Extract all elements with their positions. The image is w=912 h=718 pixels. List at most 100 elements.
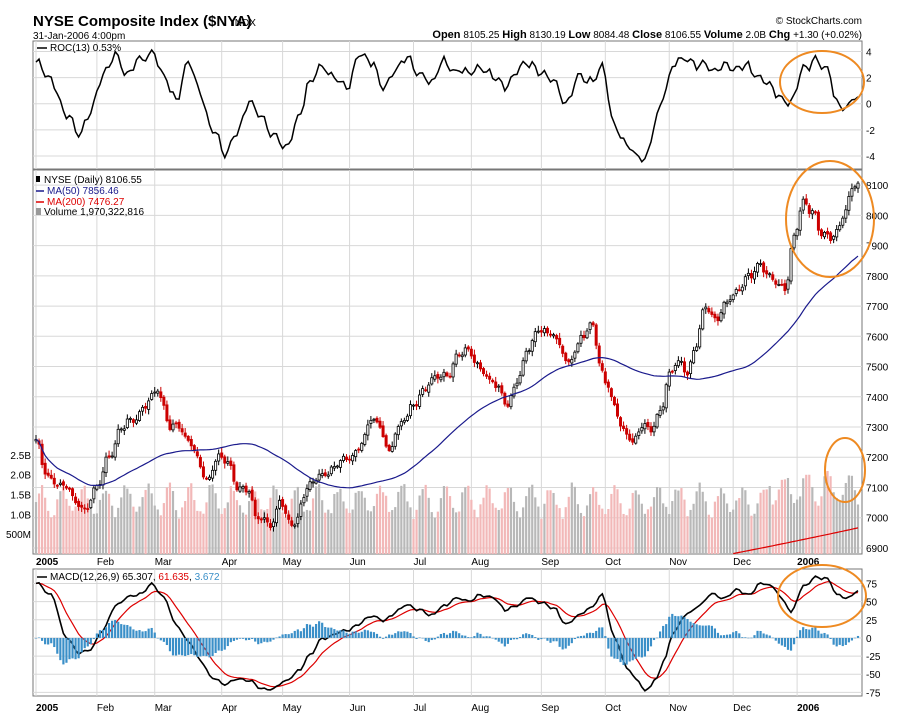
macd-hist-bar <box>187 637 190 656</box>
volume-bar <box>342 501 345 554</box>
price-recent-circle <box>785 160 875 278</box>
macd-hist-bar <box>281 634 284 638</box>
volume-bar <box>637 494 640 554</box>
candle-body <box>442 371 446 378</box>
candle-body <box>679 360 683 363</box>
macd-hist-bar <box>196 637 199 657</box>
macd-hist-bar <box>107 623 111 638</box>
candle-body <box>789 248 793 282</box>
candle-body <box>841 217 845 226</box>
candle-body <box>360 442 364 451</box>
macd-tick-label: 0 <box>866 634 872 645</box>
macd-hist-bar <box>729 634 732 638</box>
volume-bar <box>698 482 701 554</box>
candle-body <box>521 360 525 376</box>
macd-hist-bar <box>598 627 601 638</box>
volume-bar <box>150 493 153 554</box>
macd-hist-bar <box>445 634 449 638</box>
volume-bar <box>796 499 799 554</box>
volume-bar <box>847 475 850 554</box>
macd-hist-bar <box>287 634 290 638</box>
volume-bar <box>71 510 74 554</box>
volume-bar <box>750 515 753 554</box>
volume-bar <box>98 499 102 554</box>
macd-hist-bar <box>735 631 738 638</box>
candle-body <box>290 520 294 526</box>
candle-body <box>77 500 81 507</box>
macd-hist-bar <box>796 636 799 638</box>
candle-body <box>600 363 604 371</box>
macd-hist-bar <box>305 624 309 638</box>
candle-body <box>786 279 790 290</box>
volume-bar <box>674 489 677 554</box>
candle-body <box>457 354 461 357</box>
macd-hist-bar <box>193 637 196 656</box>
candle-body <box>622 425 626 429</box>
macd-hist-bar <box>701 625 704 638</box>
macd-hist-bar <box>564 637 567 649</box>
candle-body <box>573 351 577 359</box>
candle-body <box>354 450 358 458</box>
macd-hist-bar <box>278 636 281 638</box>
macd-hist-bar <box>856 635 860 638</box>
volume-bar <box>464 487 467 554</box>
candle-body <box>323 472 327 476</box>
candle-body <box>384 435 388 447</box>
volume-bar <box>467 485 470 554</box>
macd-hist-bar <box>208 637 211 658</box>
month-label: Nov <box>669 703 687 714</box>
macd-hist-bar <box>680 615 683 638</box>
macd-hist-bar <box>101 629 105 638</box>
price-tick-label: 7100 <box>866 483 889 494</box>
month-label: Apr <box>222 703 238 714</box>
month-label: Jul <box>414 557 427 568</box>
candle-body <box>512 386 516 397</box>
volume-bar <box>92 513 95 554</box>
month-label: Nov <box>669 557 687 568</box>
macd-hist-bar <box>522 634 525 638</box>
volume-bar <box>339 488 342 554</box>
macd-hist-bar <box>448 633 452 638</box>
volume-bar <box>318 484 321 554</box>
candle-body <box>628 433 632 441</box>
candle-body <box>134 419 138 424</box>
month-label: Jun <box>350 557 366 568</box>
candle-body <box>847 196 851 211</box>
candle-body <box>725 301 729 305</box>
candle-body <box>795 228 799 237</box>
macd-hist-bar <box>229 637 232 643</box>
volume-bar <box>378 485 382 554</box>
macd-hist-bar <box>585 633 589 638</box>
macd-hist-bar <box>668 616 671 638</box>
volume-bar <box>190 483 193 554</box>
roc-line <box>35 48 859 164</box>
candle-body <box>302 497 306 504</box>
macd-hist-bar <box>686 619 689 638</box>
macd-hist-bar <box>314 623 318 638</box>
volume-bar <box>552 492 555 554</box>
candle-body <box>734 289 738 294</box>
candle-body <box>533 331 537 343</box>
volume-bar <box>783 479 787 554</box>
candle-body <box>552 334 556 337</box>
macd-hist-bar <box>829 637 832 640</box>
volume-bar <box>634 490 637 554</box>
candle-body <box>412 404 416 407</box>
candle-body <box>235 482 239 491</box>
volume-bar <box>479 504 482 554</box>
candle-body <box>265 517 269 523</box>
macd-tick-label: 25 <box>866 616 878 627</box>
month-label: Oct <box>605 557 621 568</box>
macd-hist-bar <box>616 637 619 659</box>
candle-body <box>357 448 361 451</box>
candle-body <box>695 346 699 351</box>
macd-hist-bar <box>762 633 765 638</box>
macd-hist-bar <box>552 637 555 642</box>
macd-hist-bar <box>181 637 184 656</box>
candle-body <box>418 394 422 407</box>
macd-hist-bar <box>171 637 175 656</box>
candle-body <box>293 524 297 527</box>
macd-hist-bar <box>537 637 540 640</box>
volume-tick-label: 1.5B <box>10 491 31 502</box>
macd-hist-bar <box>71 637 74 659</box>
